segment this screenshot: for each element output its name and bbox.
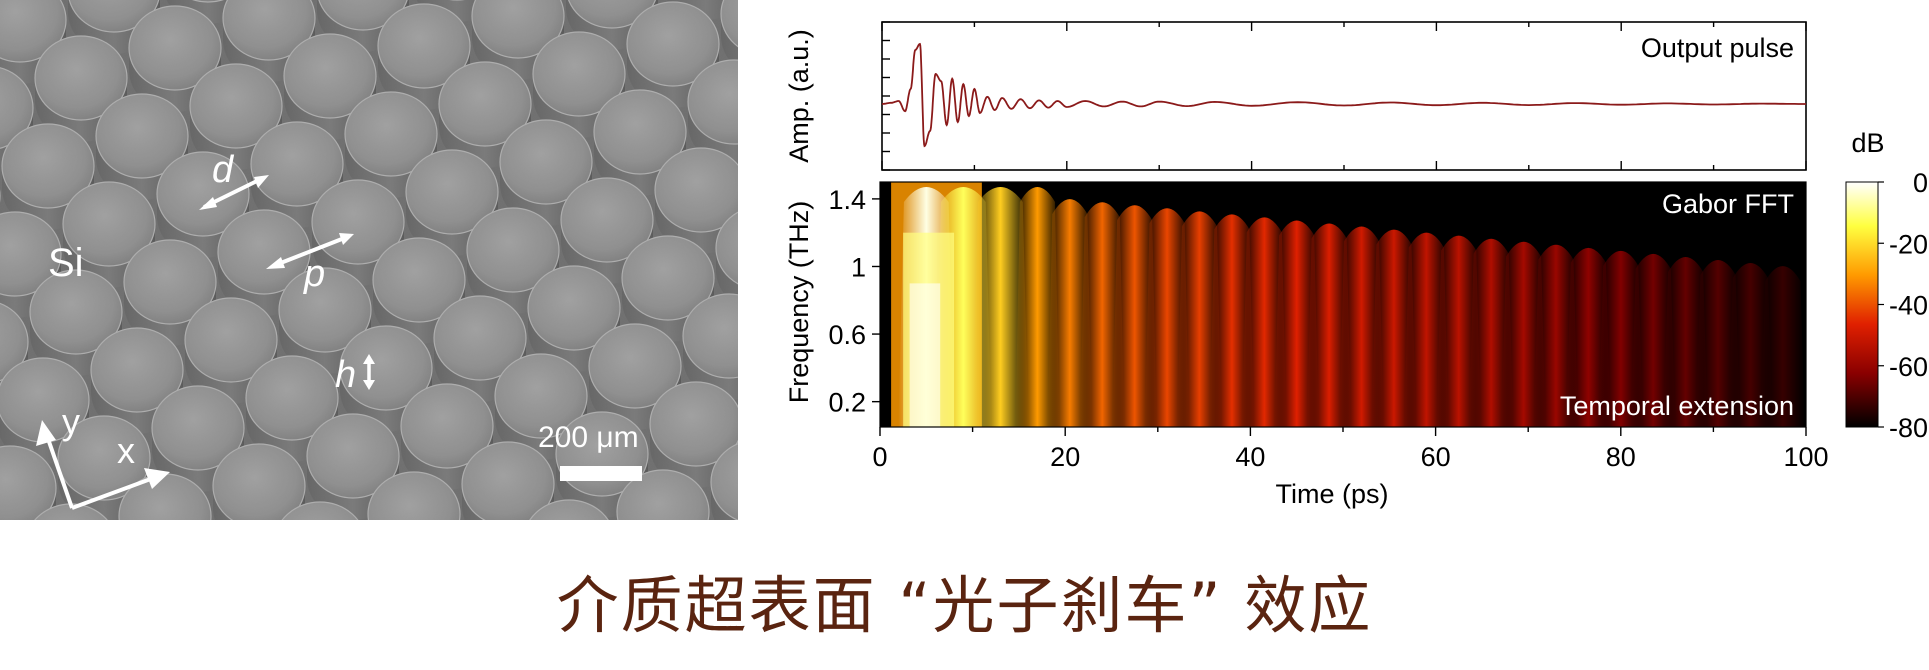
pulse-plot-title: Output pulse: [1641, 33, 1794, 63]
heatmap-y-tick-label: 1: [851, 252, 866, 282]
period-arrowhead-right: [339, 233, 354, 245]
heatmap-ridge: [1339, 226, 1384, 427]
colorbar-tick-label: -60: [1889, 352, 1928, 382]
heatmap-ridge: [1371, 229, 1416, 427]
axis-x-arrowhead: [144, 468, 170, 489]
height-arrowhead-top: [363, 354, 375, 364]
label-height: h: [335, 354, 356, 396]
gabor-fft-heatmap: Gabor FFT Temporal extension 0 20 40 60 80 10…: [784, 181, 1829, 509]
heatmap-x-tick-label: 40: [1235, 442, 1265, 472]
axis-y-arrow: [44, 432, 74, 509]
pulse-series-line: [882, 42, 1806, 148]
heatmap-x-tick-label: 20: [1050, 442, 1080, 472]
heatmap-ridge: [1145, 208, 1190, 427]
heatmap-ridge: [1663, 256, 1708, 427]
label-period: p: [303, 253, 325, 295]
axis-x-arrow: [71, 475, 157, 510]
diameter-arrowhead-right: [254, 175, 269, 188]
output-pulse-plot: Output pulse Amp. (a.u.): [784, 21, 1807, 171]
heatmap-ridge: [1728, 263, 1773, 427]
scale-bar-label: 200 μm: [538, 421, 639, 454]
colorbar-tick-label: -80: [1889, 413, 1928, 443]
heatmap-title: Gabor FFT: [1662, 189, 1794, 219]
figure-caption: 介质超表面 “光子刹车” 效应: [556, 569, 1373, 642]
heatmap-y-tick-labels: 0.2 0.6 1 1.4: [828, 185, 866, 418]
heatmap-ridge: [1404, 232, 1449, 427]
heatmap-y-tick-label: 1.4: [828, 185, 866, 215]
heatmap-annotation: Temporal extension: [1560, 391, 1794, 421]
axis-y-arrowhead: [36, 420, 56, 446]
colorbar: dB 0 -20 -40 -60 -80: [1845, 128, 1928, 443]
heatmap-ridge: [1760, 266, 1805, 427]
heatmap-ridge: [1436, 235, 1481, 427]
sem-noise: [0, 0, 738, 520]
heatmap-ridge: [1080, 202, 1125, 427]
heatmap-ridge: [1631, 253, 1676, 427]
heatmap-ridge: [1047, 199, 1092, 427]
heatmap-ridge: [1469, 238, 1514, 427]
pulse-plot-frame: [881, 21, 1807, 171]
heatmap-x-tick-label: 80: [1606, 442, 1636, 472]
heatmap-ridge: [1209, 214, 1254, 427]
scale-bar: [560, 466, 642, 481]
heatmap-ridge: [1598, 250, 1643, 427]
colorbar-tick-label: 0: [1913, 168, 1928, 198]
colorbar-gradient: [1845, 181, 1879, 428]
heatmap-ridges: [891, 182, 1805, 427]
heatmap-ridge: [1696, 259, 1741, 427]
heatmap-ridge: [1015, 187, 1060, 427]
heatmap-x-tick-label: 100: [1783, 442, 1828, 472]
sem-image-panel: Si d p h y x 200 μm: [0, 0, 738, 520]
label-axis-x: x: [117, 430, 135, 471]
heatmap-x-tick-label: 0: [872, 442, 887, 472]
period-arrow: [272, 235, 348, 268]
heatmap-y-tick-label: 0.2: [828, 388, 866, 418]
heatmap-xlabel: Time (ps): [1276, 479, 1389, 509]
colorbar-tick-label: -20: [1889, 229, 1928, 259]
colorbar-tick-label: -40: [1889, 291, 1928, 321]
colorbar-tick-labels: 0 -20 -40 -60 -80: [1878, 168, 1928, 443]
heatmap-hot-core-inner: [909, 283, 941, 427]
heatmap-ridge: [1533, 244, 1578, 427]
heatmap-y-tick-label: 0.6: [828, 320, 866, 350]
heatmap-ridge: [1501, 241, 1546, 427]
label-axis-y: y: [62, 401, 80, 442]
heatmap-ticks: [872, 198, 1807, 436]
heatmap-ridge: [1112, 205, 1157, 427]
pulse-plot-ticks: [881, 21, 1807, 171]
pulse-plot-ylabel: Amp. (a.u.): [784, 29, 814, 163]
heatmap-ridge: [1566, 247, 1611, 427]
period-arrowhead-left: [266, 257, 285, 269]
label-diameter: d: [212, 149, 235, 191]
heatmap-ridge: [1242, 217, 1287, 427]
heatmap-ridge: [972, 187, 1029, 427]
heatmap-ylabel: Frequency (THz): [784, 201, 814, 404]
height-arrowhead-bottom: [363, 380, 375, 390]
heatmap-ridge: [1177, 211, 1222, 427]
heatmap-ridge: [1307, 223, 1352, 427]
label-si: Si: [48, 241, 84, 285]
colorbar-label: dB: [1851, 128, 1884, 158]
diameter-arrowhead-left: [199, 197, 217, 210]
heatmap-x-tick-labels: 0 20 40 60 80 100: [872, 442, 1828, 472]
heatmap-ridge: [1274, 220, 1319, 427]
heatmap-x-tick-label: 60: [1421, 442, 1451, 472]
